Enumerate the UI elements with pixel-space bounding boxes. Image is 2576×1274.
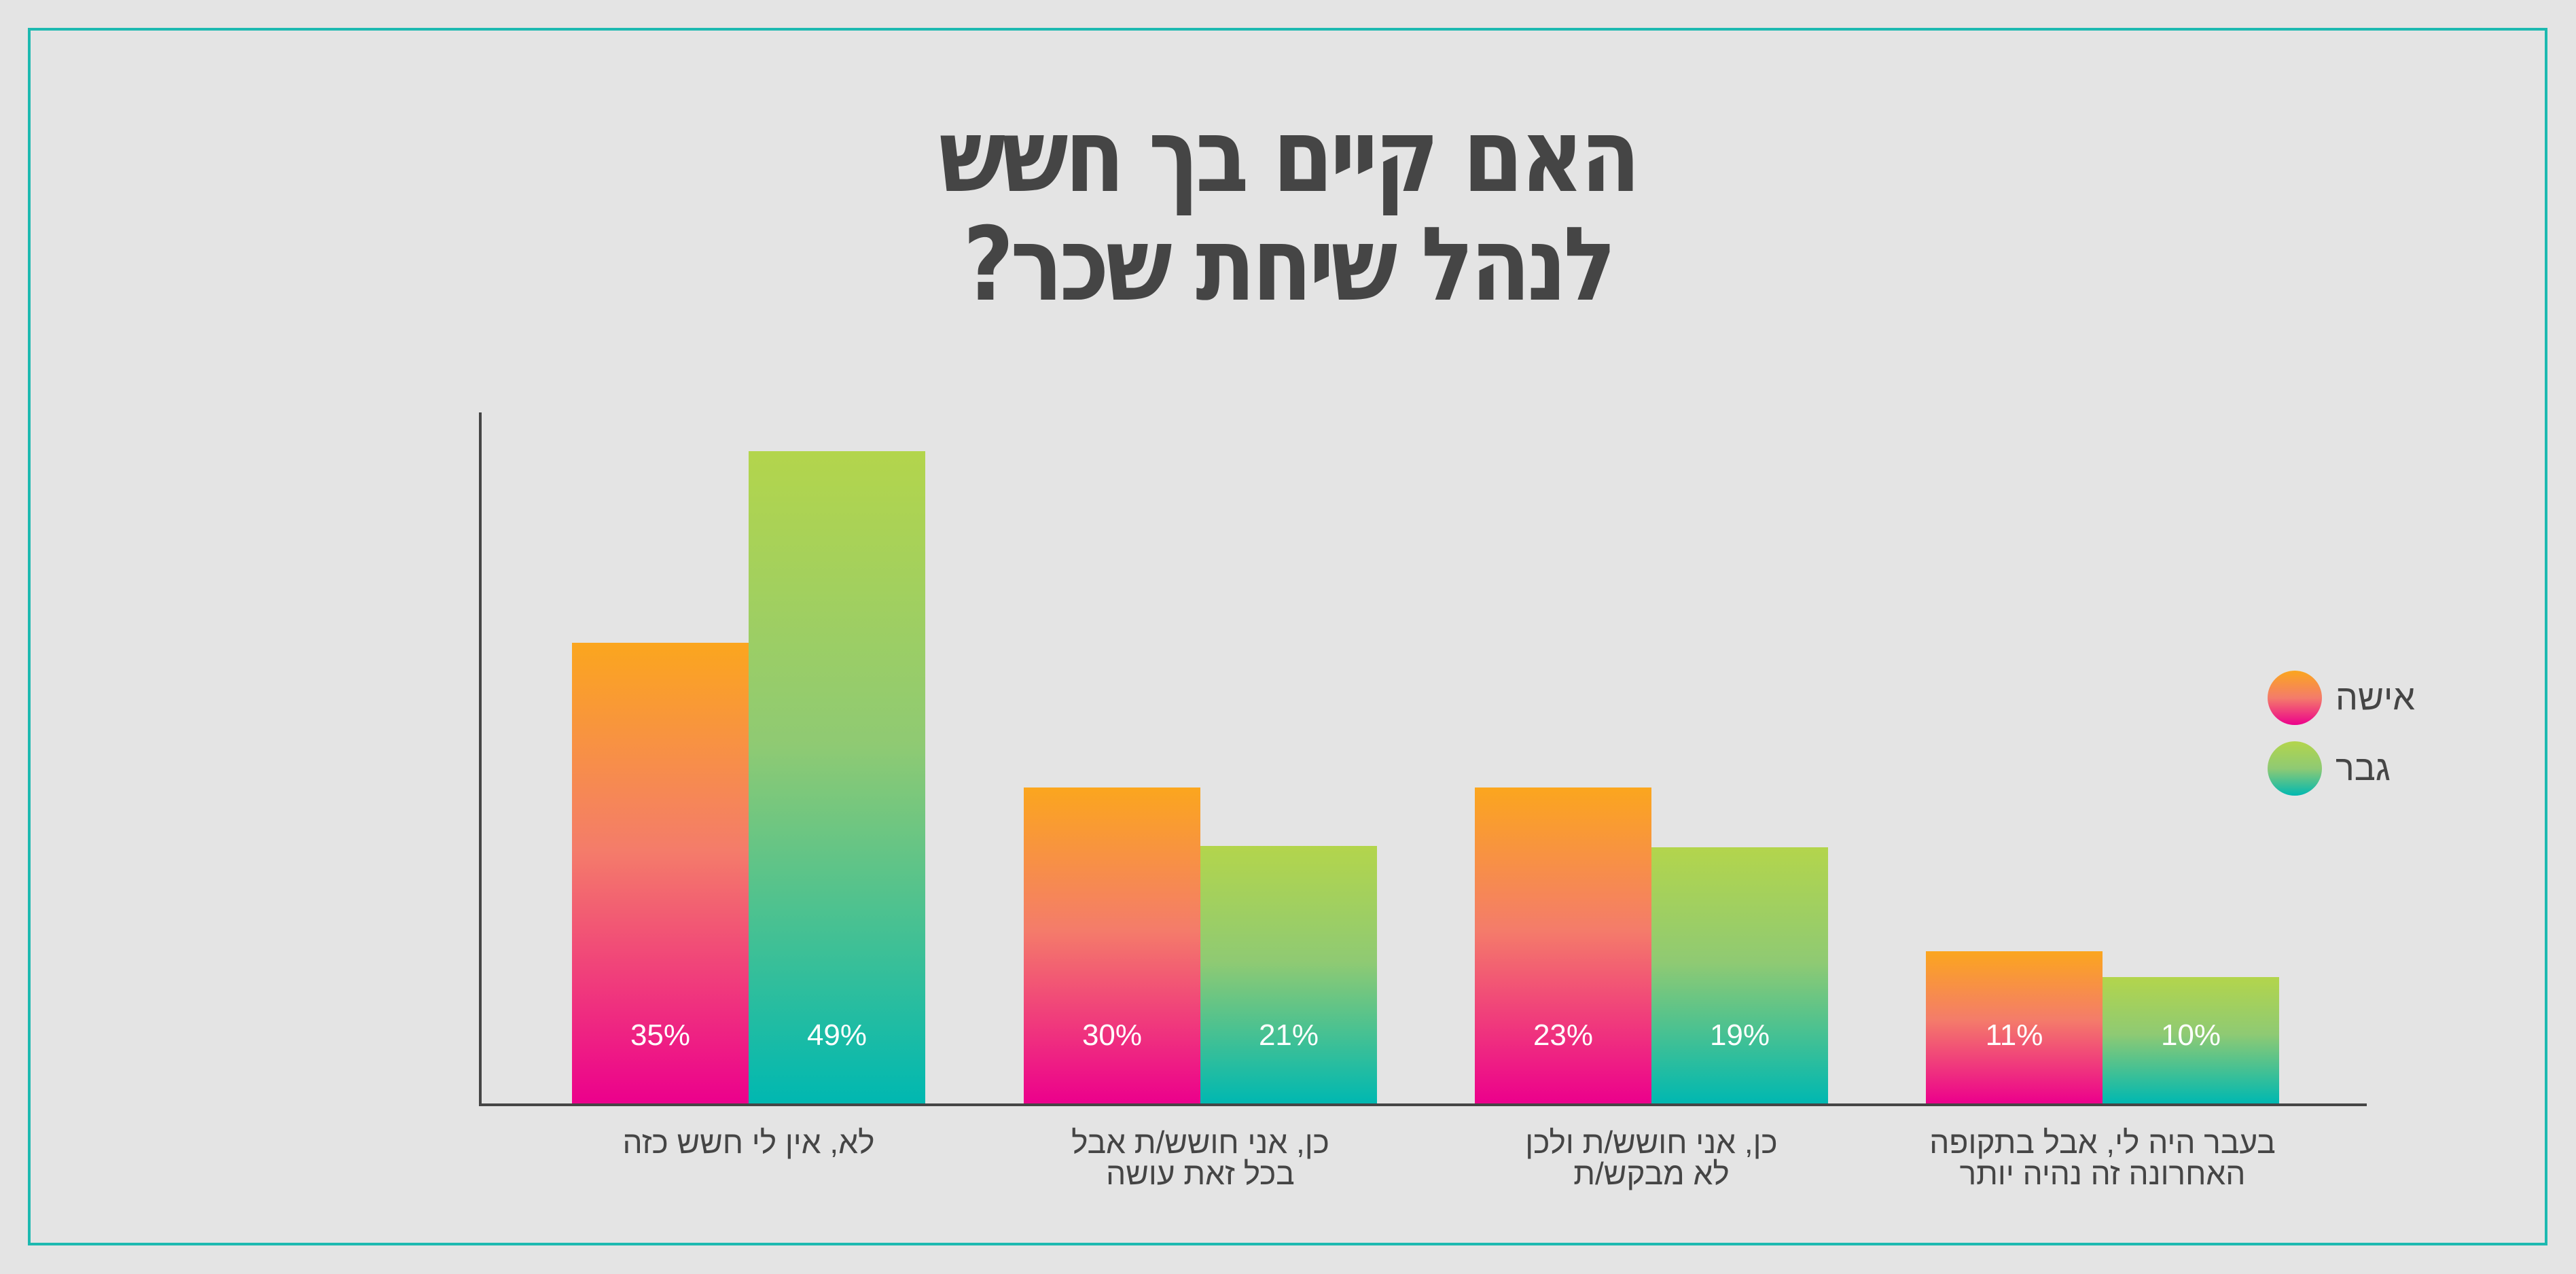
category-label-line-1: לא, אין לי חשש כזה bbox=[622, 1125, 875, 1160]
category-label-line-2: בכל זאת עושה bbox=[1106, 1156, 1295, 1191]
bar-value-label: 21% bbox=[1258, 1019, 1319, 1052]
bar-man-category-1: 49% bbox=[749, 451, 925, 1103]
legend-label-man: גבר bbox=[2336, 749, 2391, 788]
legend-item-man: גבר bbox=[2268, 741, 2391, 796]
bar-value-label: 10% bbox=[2160, 1019, 2221, 1052]
x-axis bbox=[479, 1103, 2367, 1106]
y-axis bbox=[479, 412, 482, 1106]
chart-frame bbox=[28, 28, 2547, 1245]
chart-title: האם קיים בך חשש לנהל שיחת שכר? bbox=[180, 102, 2395, 319]
legend-swatch-woman-icon bbox=[2268, 671, 2322, 725]
category-label-line-1: כן, אני חושש/ת ולכן bbox=[1525, 1125, 1778, 1160]
bar-value-label: 19% bbox=[1709, 1019, 1770, 1052]
legend-swatch-man-icon bbox=[2268, 741, 2322, 796]
category-label-2: כן, אני חושש/ת אבל בכל זאת עושה bbox=[990, 1127, 1411, 1189]
bar-woman-category-4: 11% bbox=[1926, 951, 2103, 1103]
category-label-line-1: בעבר היה לי, אבל בתקופה bbox=[1929, 1125, 2276, 1160]
bar-value-label: 23% bbox=[1533, 1019, 1594, 1052]
bar-man-category-3: 19% bbox=[1651, 847, 1828, 1103]
category-label-3: כן, אני חושש/ת ולכן לא מבקש/ת bbox=[1441, 1127, 1862, 1189]
bar-value-label: 49% bbox=[806, 1019, 867, 1052]
bar-woman-category-3: 23% bbox=[1475, 788, 1651, 1103]
category-label-line-2: האחרונה זה נהיה יותר bbox=[1959, 1156, 2246, 1191]
category-label-4: בעבר היה לי, אבל בתקופה האחרונה זה נהיה … bbox=[1892, 1127, 2313, 1189]
bar-woman-category-2: 30% bbox=[1024, 788, 1200, 1103]
bar-man-category-4: 10% bbox=[2103, 977, 2279, 1103]
chart-title-line-2: לנהל שיחת שכר? bbox=[963, 206, 1617, 324]
legend-label-woman: אישה bbox=[2336, 678, 2416, 718]
bar-woman-category-1: 35% bbox=[572, 643, 749, 1103]
category-label-1: לא, אין לי חשש כזה bbox=[538, 1127, 959, 1158]
chart-title-line-1: האם קיים בך חשש bbox=[939, 97, 1641, 215]
bar-value-label: 30% bbox=[1081, 1019, 1143, 1052]
category-label-line-2: לא מבקש/ת bbox=[1573, 1156, 1730, 1191]
category-label-line-1: כן, אני חושש/ת אבל bbox=[1071, 1125, 1329, 1160]
legend-item-woman: אישה bbox=[2268, 670, 2415, 726]
bar-man-category-2: 21% bbox=[1200, 846, 1377, 1103]
bar-value-label: 35% bbox=[630, 1019, 691, 1052]
bar-value-label: 11% bbox=[1985, 1019, 2043, 1052]
